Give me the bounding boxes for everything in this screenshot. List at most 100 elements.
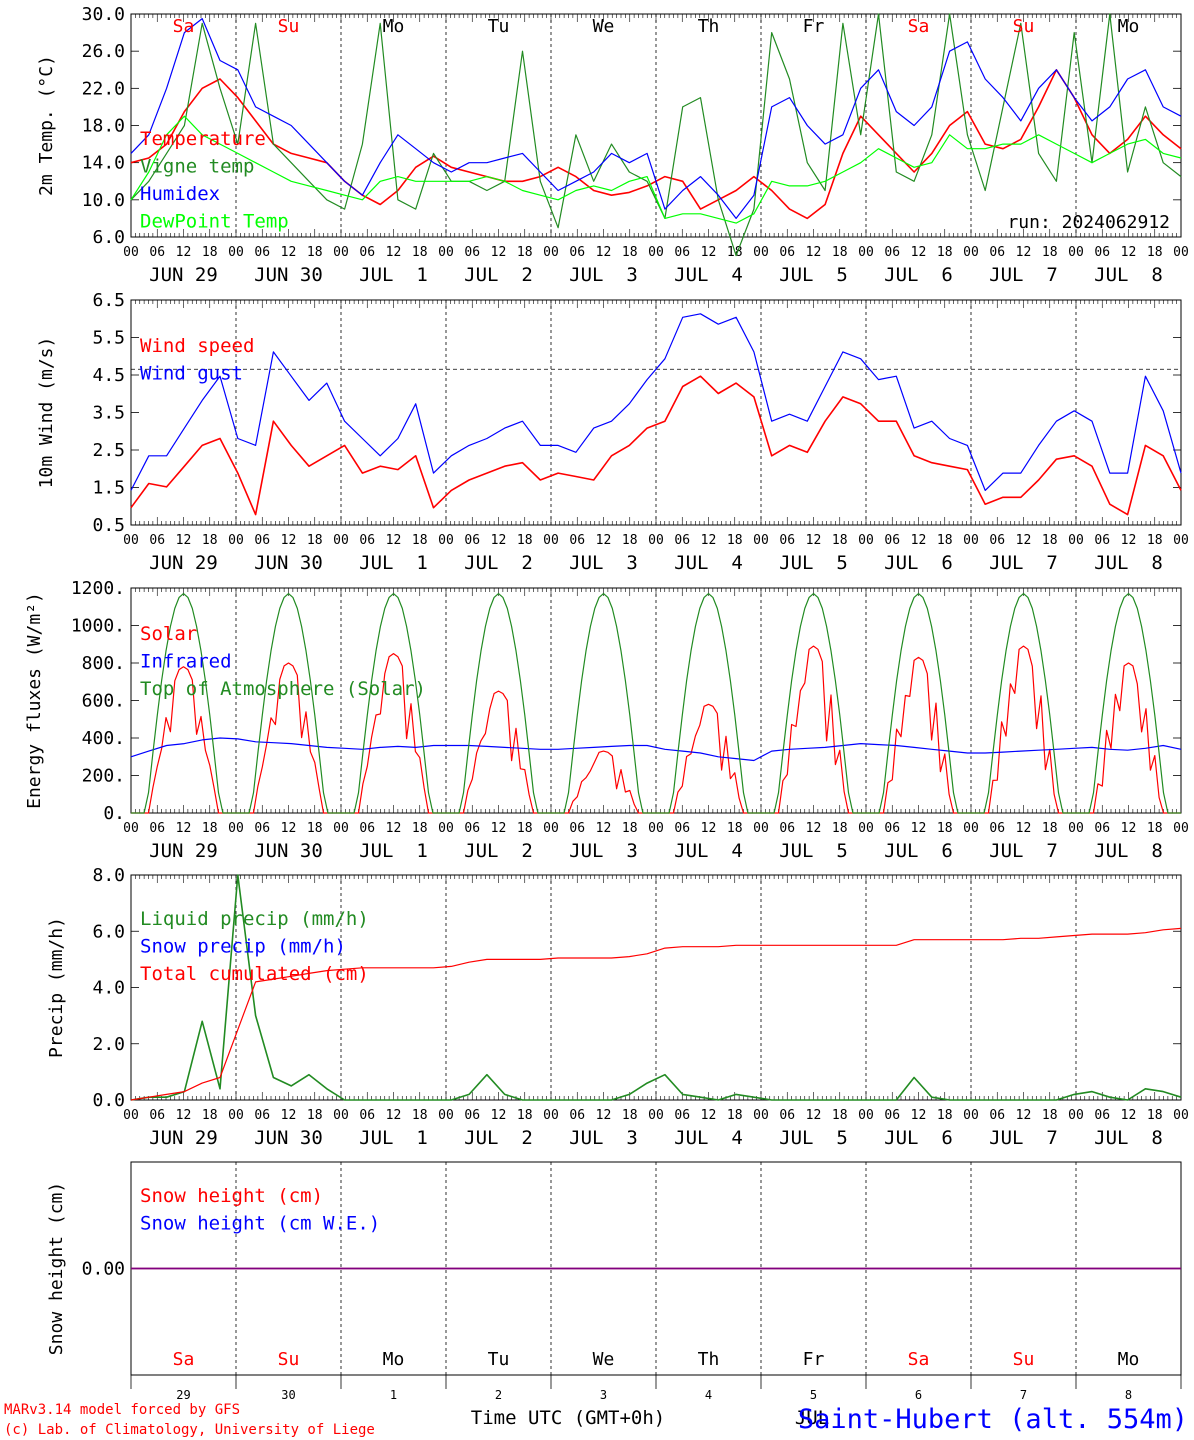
- hour-tick-label: 06: [779, 533, 795, 548]
- hour-tick-label: 00: [1173, 1108, 1189, 1123]
- day-number-label: 7: [1020, 1388, 1027, 1402]
- hour-tick-label: 06: [779, 821, 795, 836]
- date-label: JUL 6: [884, 552, 953, 574]
- panel-frame: [130, 299, 1182, 526]
- legend-entry: Snow height (cm): [140, 1185, 323, 1207]
- day-name-label: Sa: [908, 1349, 930, 1370]
- hour-tick-label: 06: [149, 821, 165, 836]
- date-label: JUL 2: [464, 552, 533, 574]
- hour-tick-label: 12: [281, 821, 297, 836]
- hour-tick-label: 18: [1147, 533, 1163, 548]
- day-number-label: 4: [705, 1388, 712, 1402]
- y-tick-label: 2.0: [92, 1034, 125, 1055]
- hour-tick-label: 18: [937, 1108, 953, 1123]
- hour-tick-label: 12: [491, 1108, 507, 1123]
- date-label: JUL 7: [989, 552, 1058, 574]
- y-tick-label: 30.0: [82, 4, 125, 25]
- hour-tick-label: 12: [596, 533, 612, 548]
- hour-tick-label: 00: [123, 1108, 139, 1123]
- hour-tick-label: 00: [1173, 533, 1189, 548]
- hour-tick-label: 18: [202, 533, 218, 548]
- hour-tick-label: 00: [963, 821, 979, 836]
- legend-entry: Temperature: [140, 128, 266, 150]
- hour-tick-label: 18: [517, 533, 533, 548]
- hour-tick-label: 06: [1094, 245, 1110, 260]
- hour-tick-label: 00: [1068, 821, 1084, 836]
- hour-tick-label: 00: [543, 821, 559, 836]
- day-name-label: Su: [1013, 1349, 1035, 1370]
- time-axis-label: Time UTC (GMT+0h): [471, 1407, 665, 1429]
- footer-credit-line2: (c) Lab. of Climatology, University of L…: [4, 1422, 375, 1438]
- hour-tick-label: 06: [359, 245, 375, 260]
- hour-tick-label: 12: [1121, 245, 1137, 260]
- hour-tick-label: 18: [202, 821, 218, 836]
- hour-tick-label: 06: [464, 821, 480, 836]
- dewpoint-temp-series-line: [130, 115, 1182, 224]
- hour-tick-label: 06: [989, 1108, 1005, 1123]
- hour-tick-label: 12: [701, 533, 717, 548]
- hour-tick-label: 12: [701, 1108, 717, 1123]
- y-tick-label: 14.0: [82, 153, 125, 174]
- hour-tick-label: 06: [779, 1108, 795, 1123]
- hour-tick-label: 12: [806, 533, 822, 548]
- day-name-label: Fr: [803, 16, 825, 37]
- hour-tick-label: 18: [307, 821, 323, 836]
- wind-gust-series-line: [130, 313, 1182, 491]
- hour-tick-label: 12: [596, 1108, 612, 1123]
- date-label: JUL 1: [359, 1127, 428, 1149]
- hour-tick-label: 18: [412, 533, 428, 548]
- date-label: JUL 5: [779, 1127, 848, 1149]
- hour-tick-label: 12: [1016, 245, 1032, 260]
- hour-tick-label: 18: [1042, 533, 1058, 548]
- hour-tick-label: 00: [123, 821, 139, 836]
- hour-tick-label: 00: [753, 821, 769, 836]
- day-number-label: 3: [600, 1388, 607, 1402]
- day-name-label: Th: [698, 1349, 720, 1370]
- legend-entry: Top of Atmosphere (Solar): [140, 678, 426, 700]
- hour-tick-label: 12: [386, 245, 402, 260]
- hour-tick-label: 18: [937, 533, 953, 548]
- hour-tick-label: 00: [438, 245, 454, 260]
- hour-tick-label: 00: [333, 821, 349, 836]
- date-label: JUL 2: [464, 1127, 533, 1149]
- hour-tick-label: 12: [386, 533, 402, 548]
- legend-entry: Wind gust: [140, 363, 243, 385]
- hour-tick-label: 12: [911, 821, 927, 836]
- date-label: JUL 2: [464, 840, 533, 862]
- y-tick-label: 0.0: [92, 1090, 125, 1111]
- hour-tick-label: 12: [281, 533, 297, 548]
- hour-tick-label: 00: [438, 821, 454, 836]
- series-group: [130, 313, 1182, 516]
- legend-entry: Humidex: [140, 183, 220, 205]
- date-label: JUN 29: [149, 840, 218, 862]
- hour-tick-label: 12: [1016, 533, 1032, 548]
- hour-tick-label: 00: [1068, 533, 1084, 548]
- hour-tick-label: 06: [254, 1108, 270, 1123]
- legend-entry: Liquid precip (mm/h): [140, 908, 369, 930]
- hour-tick-label: 06: [1094, 1108, 1110, 1123]
- hour-tick-label: 00: [438, 533, 454, 548]
- day-name-label: We: [593, 1349, 615, 1370]
- hour-tick-label: 06: [149, 245, 165, 260]
- legend-entry: DewPoint Temp: [140, 211, 289, 233]
- hour-tick-label: 06: [254, 821, 270, 836]
- hour-tick-label: 18: [832, 821, 848, 836]
- hour-tick-label: 00: [123, 533, 139, 548]
- date-label: JUL 4: [674, 264, 743, 286]
- hour-tick-label: 18: [412, 1108, 428, 1123]
- hour-tick-label: 00: [963, 1108, 979, 1123]
- y-tick-label: 2.5: [92, 440, 125, 461]
- date-label: JUL 7: [989, 840, 1058, 862]
- y-tick-label: 1000.: [71, 616, 125, 637]
- date-label: JUN 29: [149, 1127, 218, 1149]
- hour-tick-label: 18: [517, 821, 533, 836]
- hour-tick-label: 12: [596, 245, 612, 260]
- day-name-label: Mo: [1118, 16, 1140, 37]
- footer-credit-line1: MARv3.14 model forced by GFS: [4, 1402, 240, 1418]
- y-tick-label: 3.5: [92, 403, 125, 424]
- day-name-label: Tu: [488, 1349, 510, 1370]
- hour-tick-label: 12: [1016, 821, 1032, 836]
- day-number-label: 30: [281, 1388, 295, 1402]
- hour-tick-label: 00: [963, 245, 979, 260]
- hour-tick-label: 12: [281, 1108, 297, 1123]
